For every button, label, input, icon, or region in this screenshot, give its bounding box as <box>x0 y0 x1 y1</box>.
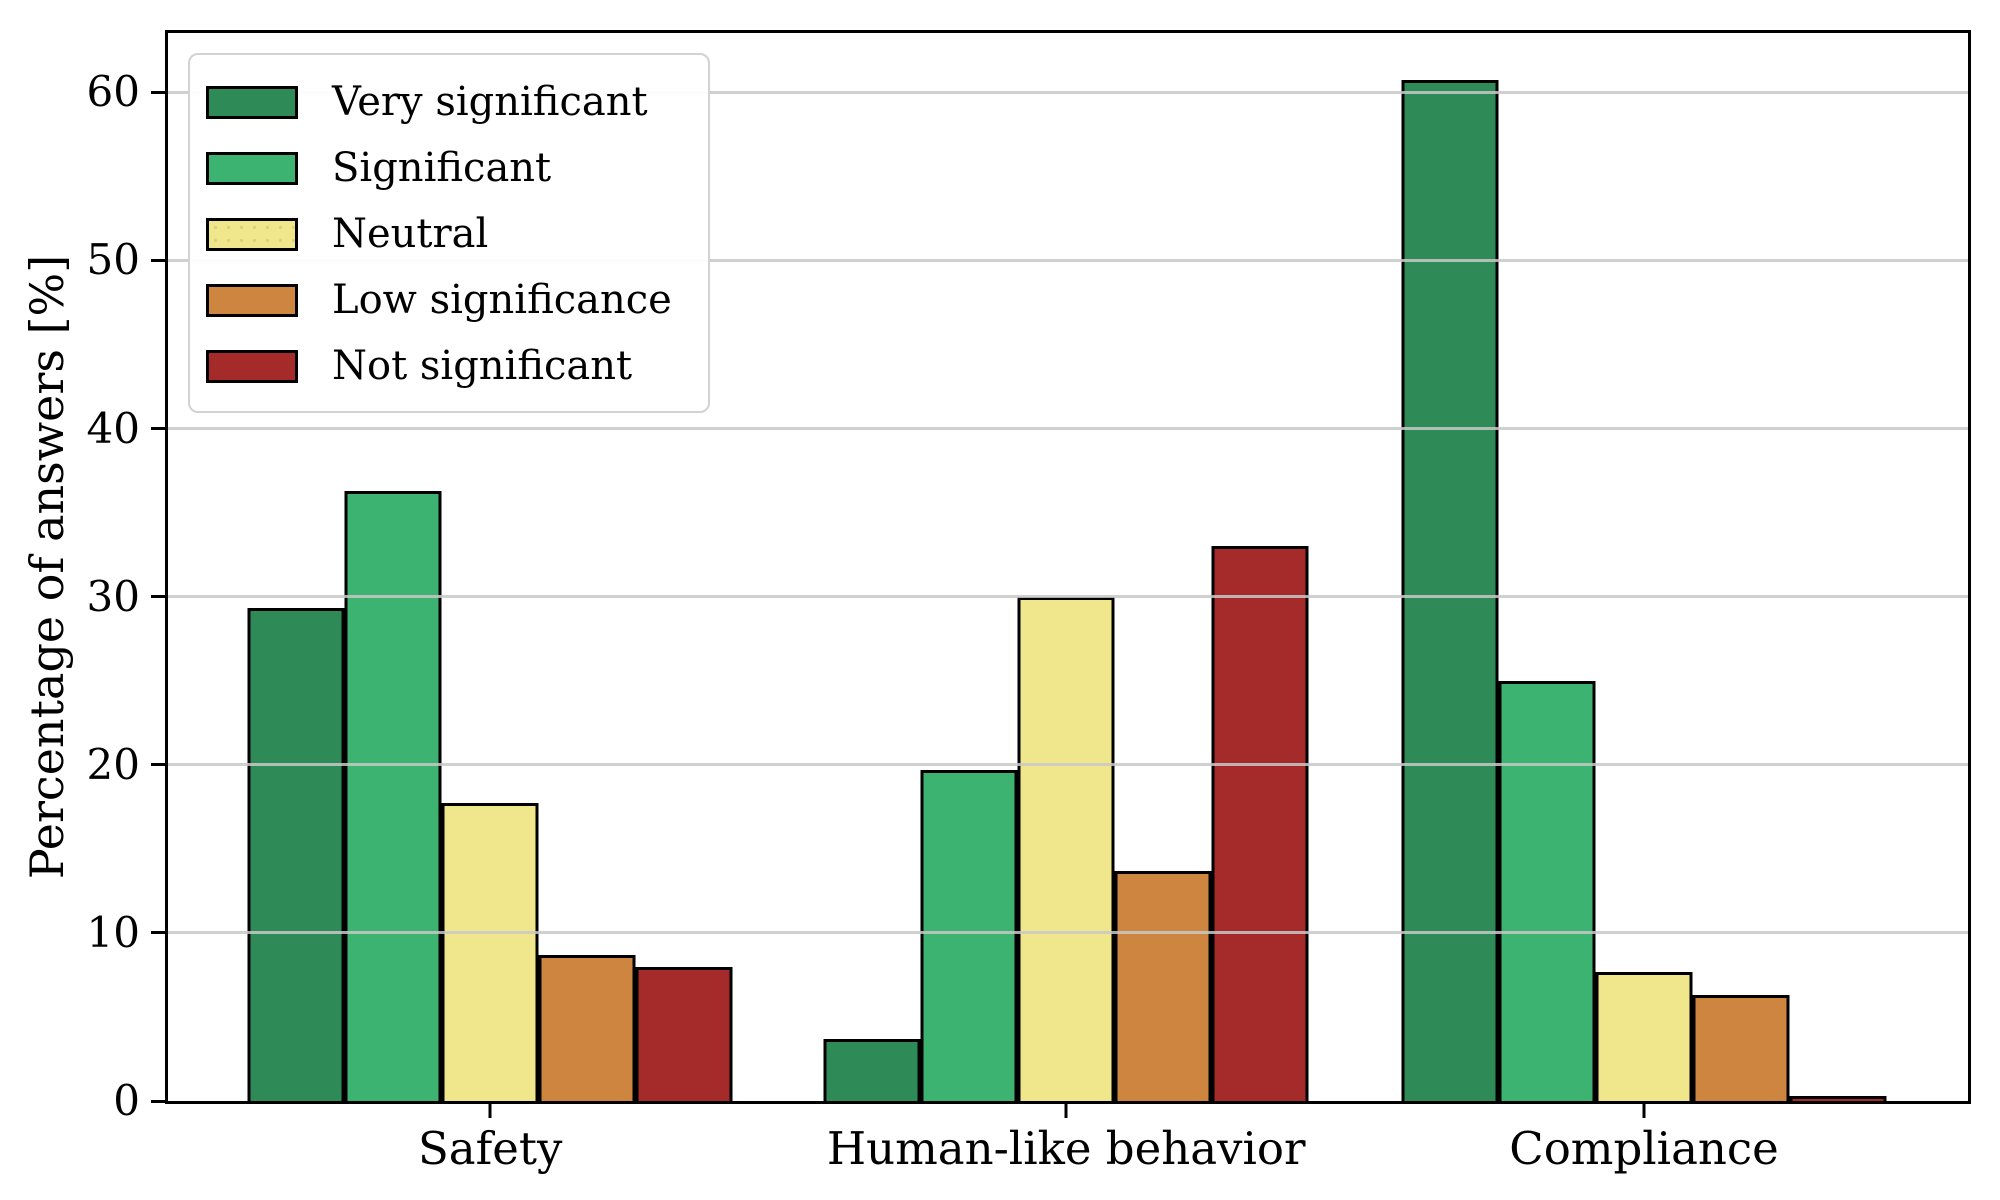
bar-compliance-low-significance <box>1692 995 1790 1101</box>
bar-compliance-not-significant <box>1789 1096 1887 1101</box>
y-tick-mark-60 <box>151 90 165 94</box>
legend-swatch-significant <box>206 151 298 185</box>
legend-item-significant: Significant <box>206 135 672 201</box>
y-tick-label-20: 20 <box>86 739 140 789</box>
x-tick-label-compliance: Compliance <box>1509 1122 1779 1175</box>
x-tick-mark-human-like-behavior <box>1064 1104 1068 1118</box>
x-tick-mark-compliance <box>1642 1104 1646 1118</box>
bar-safety-neutral <box>441 803 539 1101</box>
bar-compliance-very-significant <box>1401 80 1499 1101</box>
legend-label-low-significance: Low significance <box>332 277 672 323</box>
legend-item-low-significance: Low significance <box>206 267 672 333</box>
y-tick-label-50: 50 <box>86 235 140 285</box>
legend-item-not-significant: Not significant <box>206 333 672 399</box>
y-tick-label-30: 30 <box>86 571 140 621</box>
y-tick-label-0: 0 <box>113 1076 140 1125</box>
bar-safety-significant <box>344 490 442 1101</box>
y-tick-label-60: 60 <box>86 67 140 117</box>
bar-human-like-behavior-very-significant <box>823 1038 921 1101</box>
bar-safety-low-significance <box>538 954 636 1101</box>
y-tick-mark-40 <box>151 427 165 430</box>
bar-group-human-like-behavior <box>823 546 1309 1101</box>
legend-label-very-significant: Very significant <box>332 79 648 125</box>
bar-safety-not-significant <box>635 966 733 1101</box>
legend-label-not-significant: Not significant <box>332 343 633 389</box>
y-tick-mark-50 <box>151 258 165 262</box>
bar-compliance-significant <box>1498 680 1596 1101</box>
legend-swatch-very-significant <box>206 85 298 119</box>
legend-label-significant: Significant <box>332 145 552 191</box>
legend-item-very-significant: Very significant <box>206 69 672 135</box>
bar-human-like-behavior-neutral <box>1017 596 1115 1101</box>
y-tick-mark-0 <box>151 1099 165 1103</box>
legend-swatch-not-significant <box>206 349 298 383</box>
legend-label-neutral: Neutral <box>332 211 489 257</box>
legend-item-neutral: Neutral <box>206 201 672 267</box>
y-tick-mark-10 <box>151 931 165 935</box>
y-tick-label-10: 10 <box>86 907 140 957</box>
bar-human-like-behavior-significant <box>920 769 1018 1101</box>
bar-compliance-neutral <box>1595 971 1693 1101</box>
y-tick-mark-20 <box>151 763 165 767</box>
y-tick-label-40: 40 <box>86 403 140 453</box>
plot-area: Very significant Significant Neutral Low si… <box>165 30 1971 1104</box>
bar-group-compliance <box>1401 80 1887 1101</box>
plot-canvas <box>168 33 1968 1101</box>
bar-safety-very-significant <box>247 608 345 1101</box>
legend: Very significant Significant Neutral Low si… <box>188 53 710 413</box>
legend-swatch-low-significance <box>206 283 298 317</box>
legend-swatch-neutral <box>206 217 298 251</box>
bar-human-like-behavior-low-significance <box>1114 870 1212 1101</box>
y-tick-mark-30 <box>151 595 165 599</box>
x-tick-label-human-like-behavior: Human-like behavior <box>826 1122 1306 1175</box>
bar-group-safety <box>247 490 733 1101</box>
x-tick-label-safety: Safety <box>417 1122 563 1175</box>
x-tick-mark-safety <box>488 1104 492 1118</box>
bar-human-like-behavior-not-significant <box>1211 546 1309 1101</box>
